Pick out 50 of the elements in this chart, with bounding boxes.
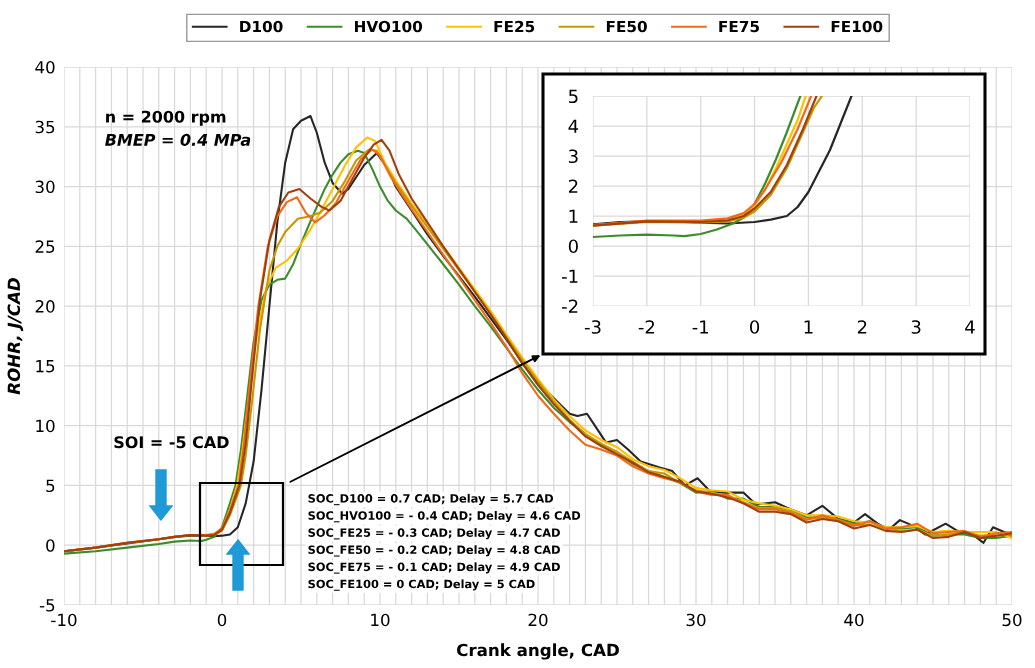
y-tick-label: 0 <box>568 239 578 254</box>
annotation: SOC_HVO100 = - 0.4 CAD; Delay = 4.6 CAD <box>308 510 581 523</box>
y-tick-label: 10 <box>36 419 55 433</box>
legend-label: FE100 <box>831 20 883 33</box>
x-tick-label: 30 <box>686 613 706 627</box>
legend-label: FE50 <box>606 20 647 33</box>
y-tick-label: 35 <box>35 120 55 134</box>
legend-label: HVO100 <box>355 20 423 33</box>
y-tick-label: 40 <box>35 60 55 74</box>
y-tick-label: 1 <box>569 209 578 223</box>
y-tick-label: 20 <box>35 300 55 313</box>
annotation: SOC_D100 = 0.7 CAD; Delay = 5.7 CAD <box>308 493 554 506</box>
x-tick-label: 0 <box>750 320 760 334</box>
annotation: n = 2000 rpm <box>106 110 226 126</box>
x-axis-title: Crank angle, CAD <box>457 643 619 660</box>
annotation: SOC_FE75 = - 0.1 CAD; Delay = 4.9 CAD <box>308 562 560 574</box>
x-tick-label: 10 <box>371 613 390 627</box>
y-tick-label: 25 <box>35 240 55 253</box>
y-tick-label: -5 <box>39 599 55 612</box>
annotation: SOC_FE100 = 0 CAD; Delay = 5 CAD <box>308 579 535 591</box>
y-tick-label: -1 <box>561 269 578 283</box>
legend-label: FE75 <box>719 20 759 33</box>
x-tick-label: 3 <box>911 320 921 334</box>
y-tick-label: 5 <box>569 89 578 104</box>
x-tick-label: 4 <box>965 320 975 334</box>
x-tick-label: 20 <box>528 613 548 627</box>
annotation: BMEP = 0.4 MPa <box>105 133 251 146</box>
y-tick-label: 15 <box>36 360 55 373</box>
x-tick-label: -3 <box>584 320 601 334</box>
y-tick-label: 2 <box>568 179 578 193</box>
y-axis-title: ROHR, J/CAD <box>7 277 24 395</box>
x-tick-label: 1 <box>804 320 813 334</box>
x-tick-label: -2 <box>638 320 655 334</box>
annotation: SOI = -5 CAD <box>114 436 229 449</box>
x-tick-label: -1 <box>692 320 709 334</box>
x-tick-label: 40 <box>844 613 864 627</box>
legend-label: D100 <box>240 20 283 33</box>
x-tick-label: 2 <box>857 320 867 334</box>
y-tick-label: 30 <box>35 180 55 194</box>
y-tick-label: 5 <box>46 479 55 493</box>
y-tick-label: 0 <box>46 539 55 552</box>
x-tick-label: -10 <box>51 613 77 627</box>
x-tick-label: 50 <box>1002 613 1022 627</box>
y-tick-label: 4 <box>568 119 579 133</box>
annotation: SOC_FE50 = - 0.2 CAD; Delay = 4.8 CAD <box>308 545 560 557</box>
annotation: SOC_FE25 = - 0.3 CAD; Delay = 4.7 CAD <box>308 528 560 540</box>
x-tick-label: 0 <box>217 613 227 627</box>
y-tick-label: -2 <box>561 299 578 313</box>
y-tick-label: 3 <box>569 149 578 164</box>
legend-label: FE25 <box>494 20 535 33</box>
